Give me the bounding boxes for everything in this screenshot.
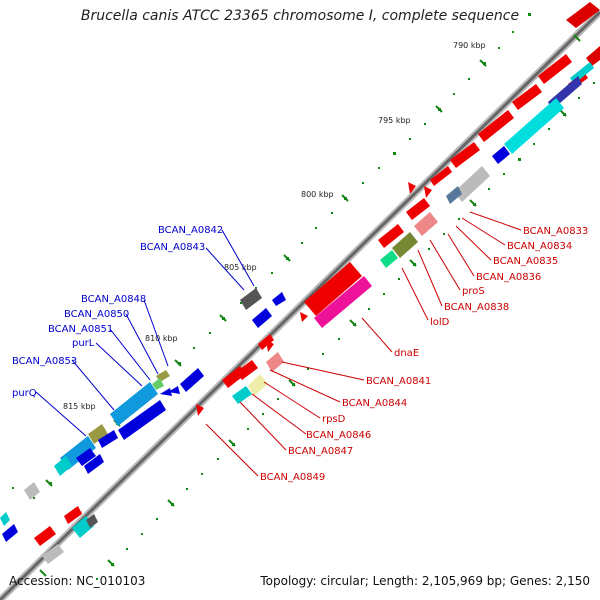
- gene-feature: [392, 232, 418, 258]
- reverse-strand-features: [0, 288, 286, 542]
- major-ticks: [39, 34, 581, 577]
- gene-label: BCAN_A0853: [12, 356, 77, 367]
- forward-callout-lines: [205, 211, 522, 477]
- gene-feature: [74, 508, 82, 518]
- tick-dots-inner: [12, 13, 531, 499]
- kbp-label-795: 795 kbp: [378, 116, 411, 125]
- gene-feature: [504, 98, 564, 154]
- gene-feature: [168, 386, 180, 394]
- gene-feature: [232, 386, 252, 404]
- backbone-line: [0, 10, 600, 600]
- gene-label: lolD: [430, 317, 450, 328]
- gene-feature: [492, 146, 510, 164]
- reverse-labels: BCAN_A0842 BCAN_A0843 BCAN_A0848 BCAN_A0…: [12, 225, 223, 399]
- gene-feature: [180, 368, 204, 392]
- gene-feature: [446, 186, 462, 204]
- forward-labels: BCAN_A0833 BCAN_A0834 BCAN_A0835 BCAN_A0…: [260, 226, 588, 483]
- gene-feature: [84, 454, 104, 474]
- gene-feature: [258, 334, 274, 350]
- tick-dots-outer: [96, 82, 595, 580]
- gene-feature: [24, 482, 40, 500]
- gene-feature: [2, 524, 18, 542]
- gene-feature: [88, 424, 108, 444]
- gene-feature: [98, 430, 118, 448]
- gene-label: BCAN_A0835: [493, 256, 558, 267]
- gene-feature: [430, 166, 452, 186]
- gene-label: BCAN_A0842: [158, 225, 223, 236]
- gene-label: BCAN_A0850: [64, 309, 129, 320]
- gene-feature: [110, 382, 158, 426]
- gene-feature: [300, 312, 308, 322]
- kbp-label-790: 790 kbp: [453, 41, 486, 50]
- gene-feature: [34, 526, 56, 546]
- gene-feature: [0, 512, 10, 526]
- gene-feature: [240, 288, 262, 310]
- gene-feature: [252, 308, 272, 328]
- gene-feature: [304, 262, 362, 316]
- gene-label: BCAN_A0838: [444, 302, 509, 313]
- kbp-label-815: 815 kbp: [63, 402, 96, 411]
- gene-feature: [414, 212, 438, 236]
- gene-label: BCAN_A0833: [523, 226, 588, 237]
- gene-label: BCAN_A0847: [288, 446, 353, 457]
- gene-label: BCAN_A0844: [342, 398, 407, 409]
- gene-feature: [478, 110, 514, 142]
- gene-feature: [380, 250, 398, 268]
- gene-feature: [538, 54, 572, 84]
- gene-feature: [42, 544, 64, 564]
- gene-feature: [450, 142, 480, 168]
- gene-label: BCAN_A0843: [140, 242, 205, 253]
- gene-label: purL: [72, 338, 95, 349]
- gene-feature: [236, 360, 258, 380]
- accession-text: Accession: NC_010103: [9, 574, 146, 588]
- gene-label: dnaE: [394, 348, 419, 359]
- map-title: Brucella canis ATCC 23365 chromosome I, …: [80, 8, 520, 24]
- genome-summary-text: Topology: circular; Length: 2,105,969 bp…: [260, 574, 590, 588]
- gene-label: BCAN_A0846: [306, 430, 371, 441]
- gene-feature: [272, 292, 286, 306]
- gene-label: BCAN_A0851: [48, 324, 113, 335]
- gene-feature: [566, 2, 600, 28]
- gene-feature: [118, 400, 166, 440]
- gene-feature: [248, 374, 268, 396]
- gene-label: BCAN_A0848: [81, 294, 146, 305]
- gene-feature: [314, 276, 372, 328]
- kbp-label-805: 805 kbp: [224, 263, 257, 272]
- gene-feature: [86, 514, 98, 528]
- gene-label: BCAN_A0834: [507, 241, 572, 252]
- gene-label: BCAN_A0836: [476, 272, 541, 283]
- gene-feature: [76, 448, 96, 466]
- kbp-label-800: 800 kbp: [301, 190, 334, 199]
- gene-label: proS: [462, 286, 485, 297]
- gene-feature: [196, 404, 204, 416]
- gene-feature: [160, 388, 172, 396]
- forward-other-features: [42, 62, 594, 564]
- gene-feature: [408, 182, 416, 194]
- gene-label: purQ: [12, 388, 37, 399]
- gene-feature: [54, 456, 72, 476]
- gene-feature: [378, 224, 404, 248]
- gene-feature: [454, 166, 490, 202]
- kbp-label-810: 810 kbp: [145, 334, 178, 343]
- gene-feature: [152, 378, 164, 390]
- gene-feature: [424, 186, 432, 198]
- gene-label: rpsD: [322, 414, 346, 425]
- gene-feature: [266, 352, 284, 372]
- gene-feature: [512, 84, 542, 110]
- gene-label: BCAN_A0841: [366, 376, 431, 387]
- gene-label: BCAN_A0849: [260, 472, 325, 483]
- gene-feature: [266, 340, 274, 352]
- reverse-callout-lines: [35, 229, 255, 437]
- forward-strand-features: [34, 2, 600, 546]
- gene-feature: [406, 198, 430, 220]
- gene-feature: [586, 46, 600, 66]
